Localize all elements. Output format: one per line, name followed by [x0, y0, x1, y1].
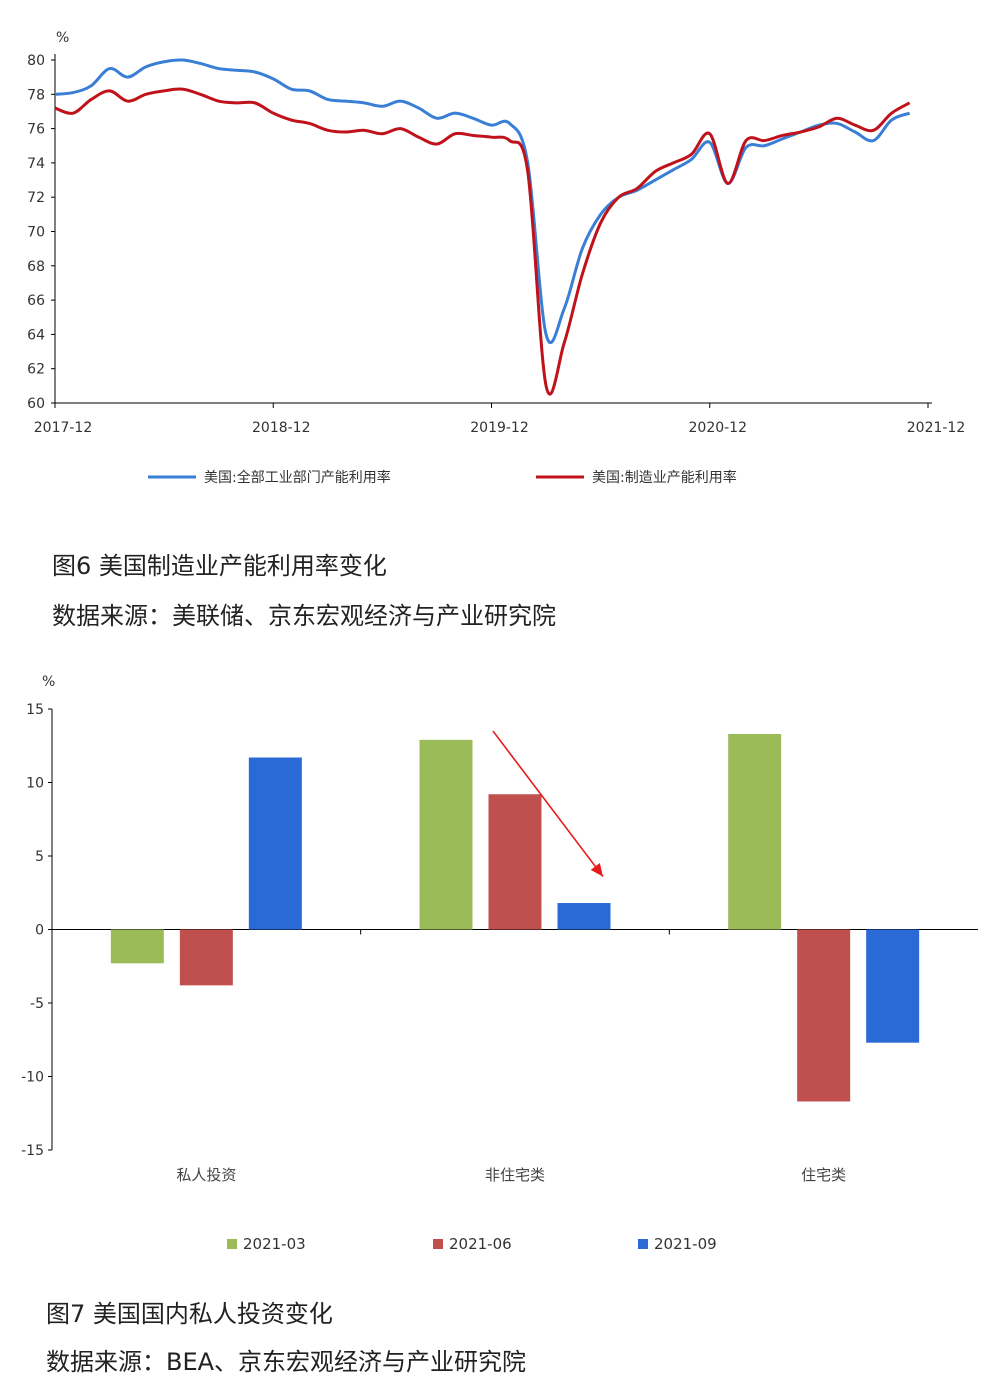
bar: [488, 794, 542, 930]
y-tick-label: 78: [27, 87, 45, 103]
legend-label: 2021-03: [243, 1235, 306, 1253]
y-tick-label: 64: [27, 327, 45, 343]
annotation-arrowhead: [590, 862, 603, 877]
y-tick-label: 74: [27, 156, 45, 172]
figure-caption: 图6 美国制造业产能利用率变化: [52, 552, 387, 580]
legend-label: 2021-06: [449, 1235, 512, 1253]
legend-label: 美国:制造业产能利用率: [592, 469, 737, 486]
y-tick-label: 66: [27, 293, 45, 309]
figure-source: 数据来源：BEA、京东宏观经济与产业研究院: [46, 1348, 527, 1376]
line-chart-axes: % 60 62 64 66 68 70 72 74 76 78 80 2017-12 2018-12 201…: [27, 30, 965, 436]
x-category-label: 住宅类: [801, 1166, 846, 1184]
bar: [248, 757, 302, 930]
y-tick-label: -5: [30, 996, 44, 1012]
y-unit-label: %: [42, 674, 55, 690]
y-tick-label: 62: [27, 362, 45, 378]
line-chart: % 60 62 64 66 68 70 72 74 76 78 80 2017-12 2018-12 201…: [27, 30, 965, 486]
y-tick-label: 5: [35, 849, 44, 865]
y-tick-label: 72: [27, 190, 45, 206]
x-tick-label: 2017-12: [34, 420, 93, 436]
y-tick-label: 80: [27, 53, 45, 69]
legend-swatch: [638, 1239, 648, 1249]
bar: [110, 929, 164, 964]
x-category-label: 非住宅类: [485, 1166, 545, 1184]
bar-chart-legend: 2021-03 2021-06 2021-09: [227, 1235, 717, 1253]
y-unit-label: %: [56, 30, 69, 46]
x-category-label: 私人投资: [176, 1166, 236, 1184]
bar: [866, 929, 920, 1043]
legend-swatch: [433, 1239, 443, 1249]
y-tick-label: 76: [27, 122, 45, 138]
y-tick-label: 10: [26, 776, 44, 792]
bar: [797, 929, 851, 1102]
y-tick-label: 70: [27, 225, 45, 241]
bar: [419, 739, 473, 930]
legend-label: 美国:全部工业部门产能利用率: [204, 469, 391, 486]
x-tick-label: 2018-12: [252, 420, 311, 436]
x-tick-label: 2021-12: [907, 420, 966, 436]
bar: [179, 929, 233, 986]
line-chart-series: [54, 58, 911, 396]
figure-source: 数据来源：美联储、京东宏观经济与产业研究院: [52, 602, 556, 630]
y-tick-label: -15: [21, 1143, 44, 1159]
legend-swatch: [227, 1239, 237, 1249]
legend-label: 2021-09: [654, 1235, 717, 1253]
y-tick-label: 15: [26, 702, 44, 718]
figure-caption: 图7 美国国内私人投资变化: [46, 1300, 333, 1328]
line-chart-legend: 美国:全部工业部门产能利用率 美国:制造业产能利用率: [148, 469, 737, 486]
y-tick-label: 0: [35, 923, 44, 939]
annotation-arrow: [492, 730, 604, 878]
bar: [557, 903, 611, 930]
y-tick-label: 68: [27, 259, 45, 275]
series-line-1: [54, 58, 911, 345]
x-tick-label: 2020-12: [689, 420, 748, 436]
y-tick-label: -10: [21, 1070, 44, 1086]
bar-chart-bars: [110, 730, 920, 1102]
series-line-2: [54, 87, 911, 396]
y-tick-label: 60: [27, 396, 45, 412]
bar: [728, 733, 782, 930]
x-tick-label: 2019-12: [470, 420, 529, 436]
